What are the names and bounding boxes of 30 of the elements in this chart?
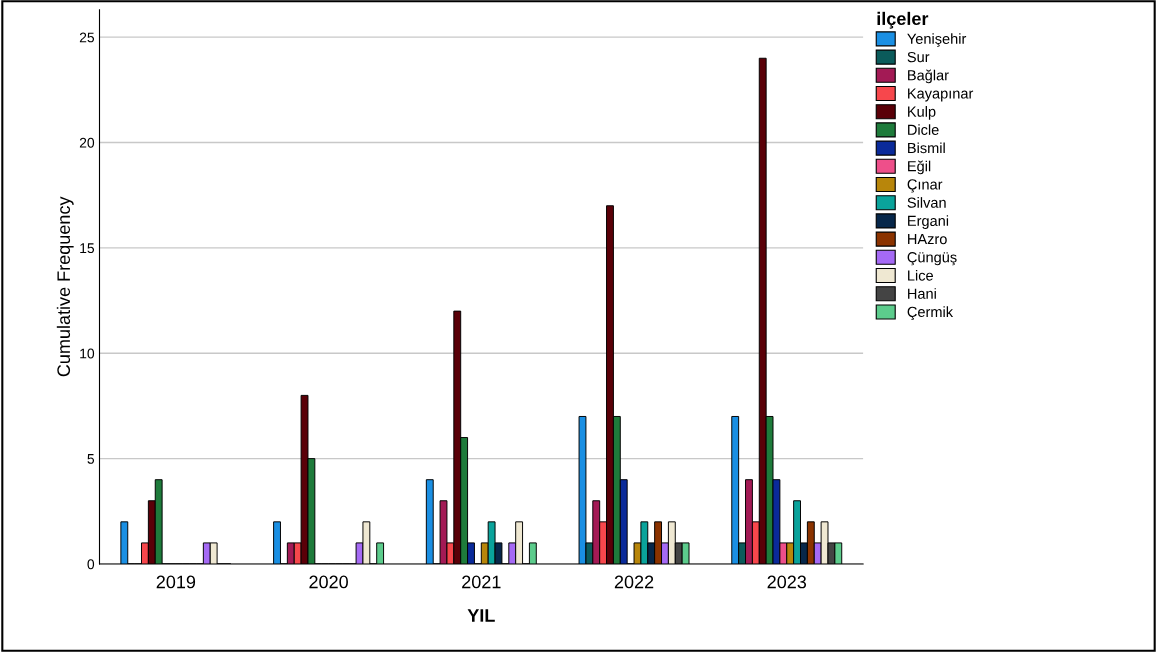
y-tick-label: 10: [80, 348, 95, 359]
y-tick-label: 0: [87, 559, 95, 570]
legend-label: Bismil: [908, 142, 945, 154]
x-tick-label: 2021: [462, 575, 501, 589]
legend-label: Hani: [908, 288, 936, 299]
y-tick-label: 15: [80, 243, 95, 254]
legend-label: Çınar: [907, 179, 943, 193]
legend-label: Sur: [907, 51, 930, 63]
y-tick-label: 25: [79, 32, 95, 43]
legend-label: Çermik: [907, 306, 954, 320]
legend-label: Ergani: [908, 215, 949, 229]
x-tick-label: 2019: [156, 575, 196, 589]
legend-label: Kayapınar: [908, 88, 974, 102]
legend-label: Yenişehir: [907, 33, 967, 47]
legend-label: HAzro: [908, 234, 947, 245]
x-tick-label: 2022: [614, 575, 654, 589]
legend-label: Kulp: [908, 106, 936, 120]
x-axis-title: YIL: [467, 609, 495, 622]
y-axis-title: Cumulative Frequency: [56, 196, 74, 377]
legend-label: Çüngüş: [907, 252, 957, 266]
legend-title: ilçeler: [877, 11, 929, 29]
x-tick-label: 2020: [309, 575, 348, 589]
legend-label: Silvan: [907, 197, 946, 208]
y-tick-label: 20: [79, 137, 95, 148]
legend-label: Lice: [908, 269, 933, 281]
legend-label: Dicle: [908, 124, 939, 135]
x-tick-label: 2023: [767, 575, 807, 589]
legend-label: Bağlar: [908, 69, 949, 84]
y-tick-label: 5: [87, 454, 95, 464]
legend-label: Eğil: [908, 160, 931, 175]
